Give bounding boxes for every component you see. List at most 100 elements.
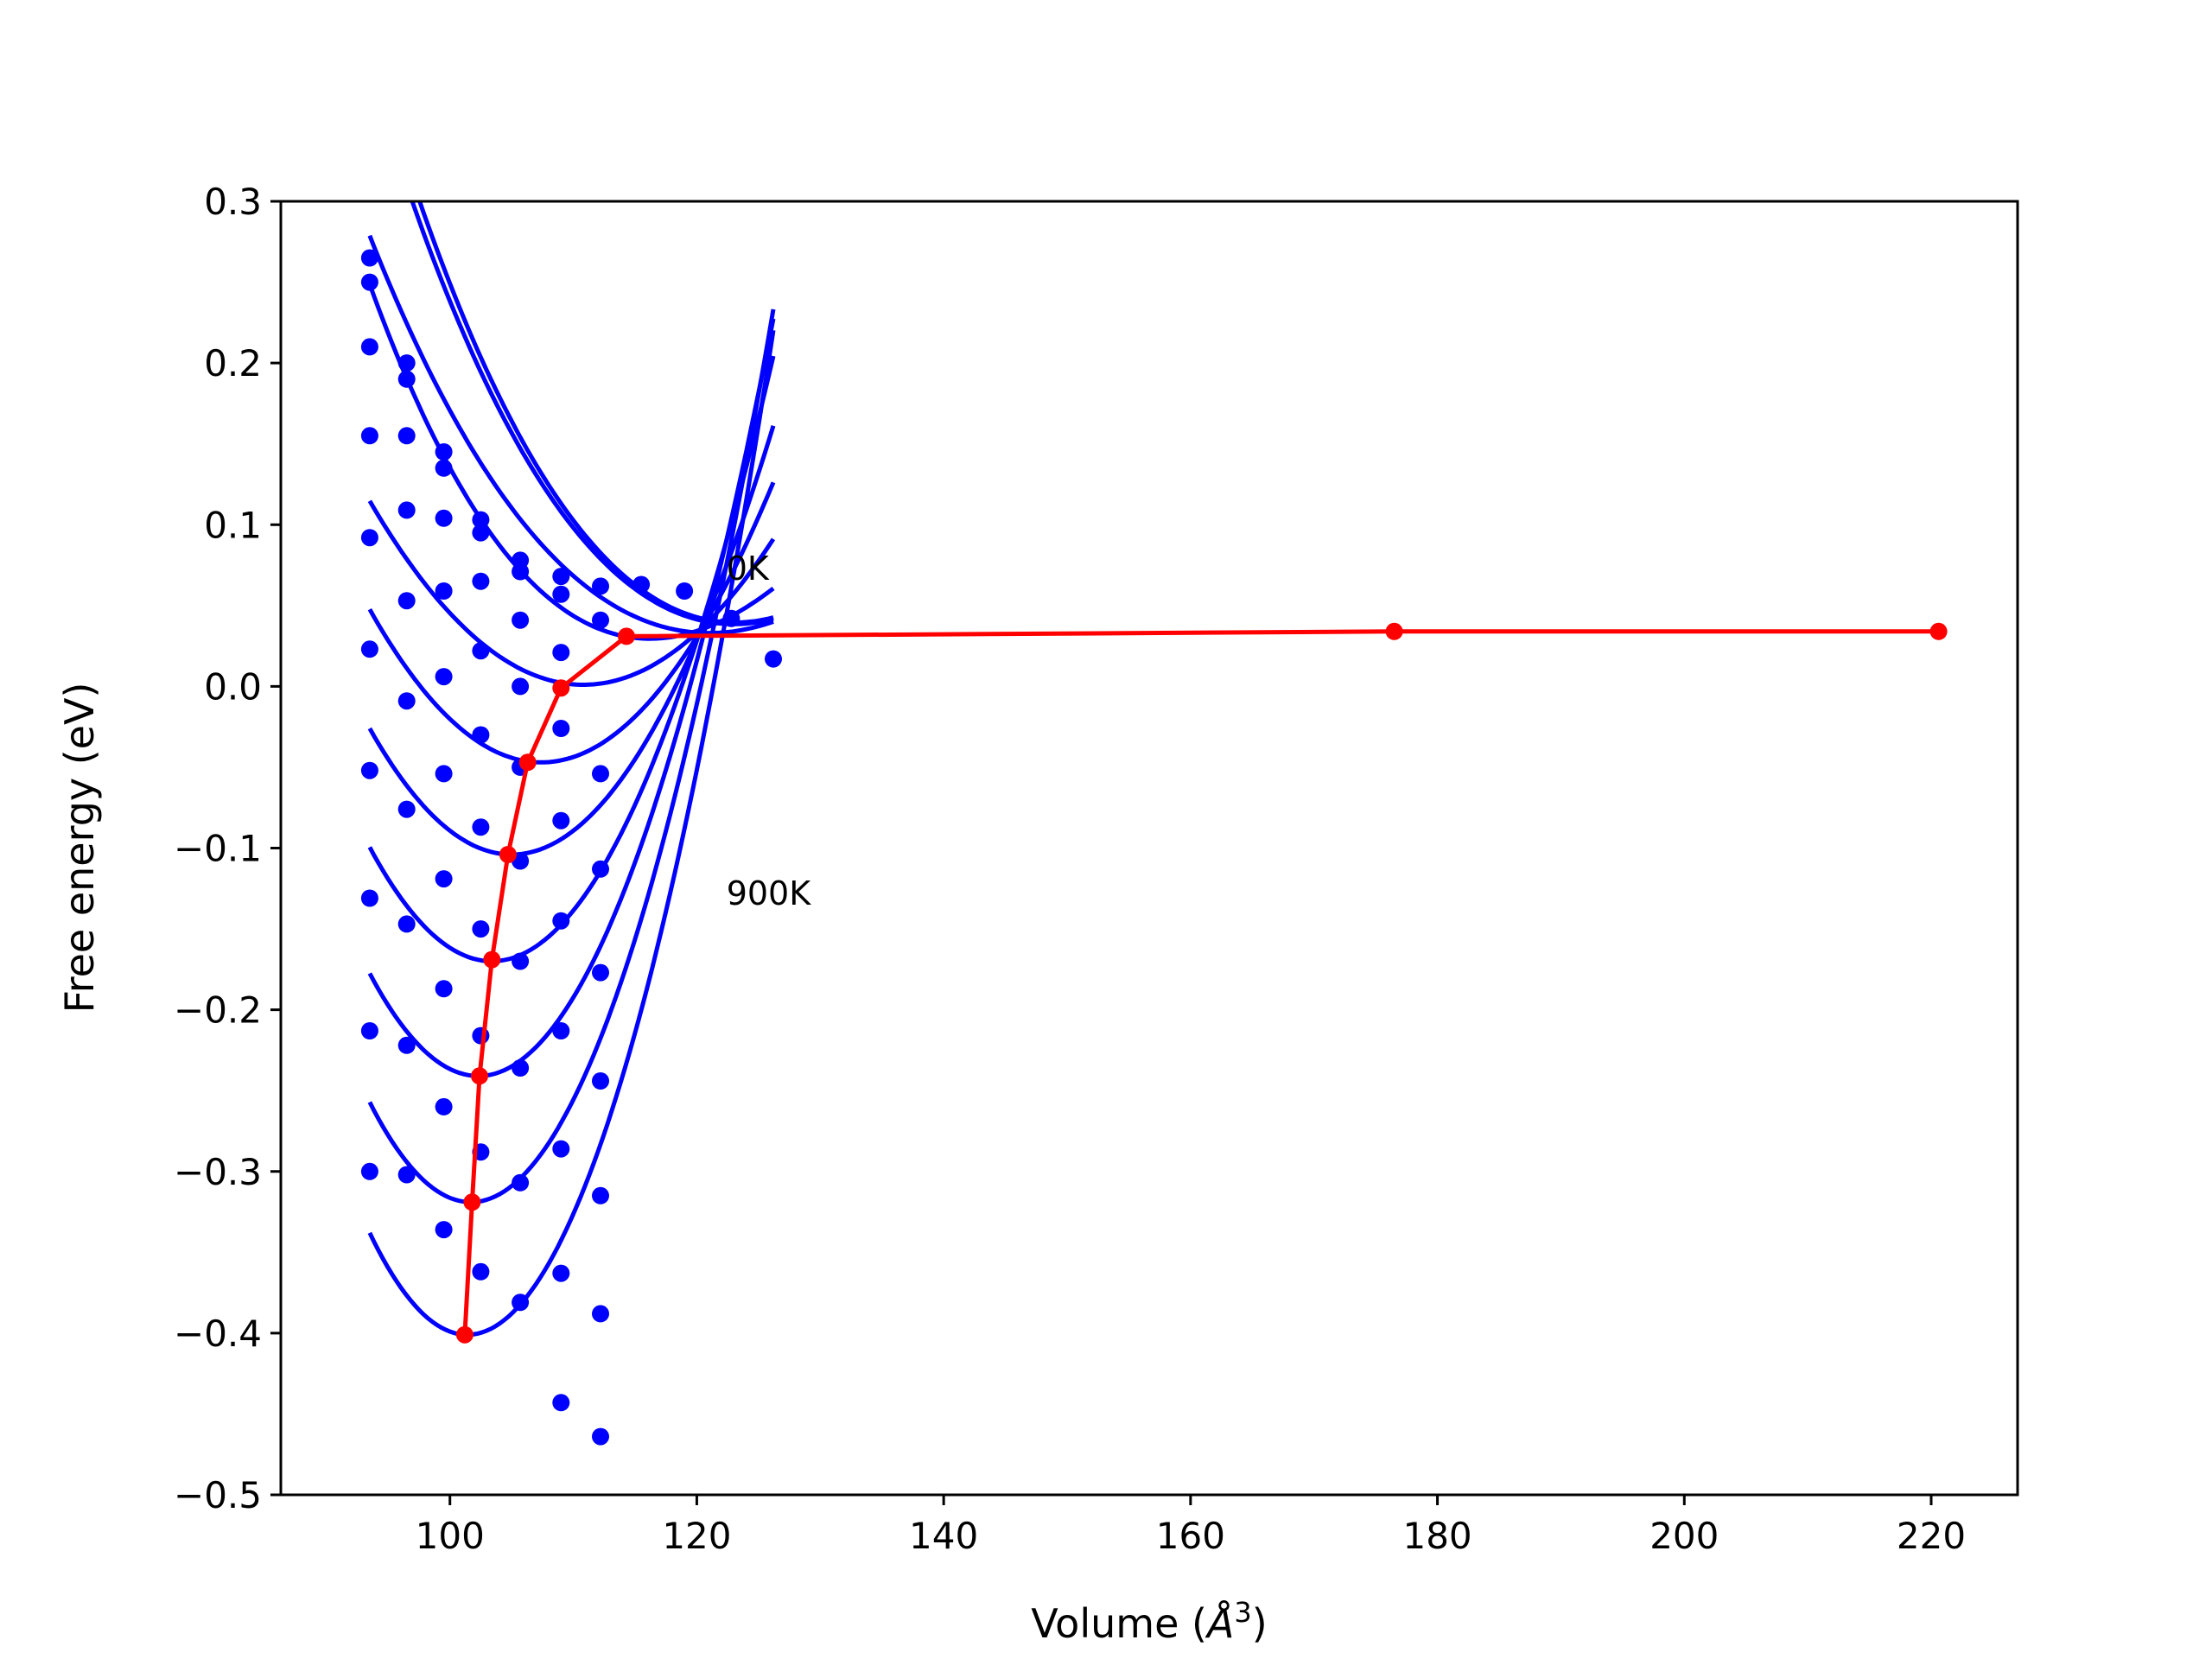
data-point <box>552 912 570 930</box>
minimum-path-point <box>463 1193 481 1211</box>
y-axis: −0.5 −0.4 −0.3 −0.2 −0.1 0.0 0.1 0.2 0.3 <box>174 181 281 1516</box>
minimum-path-point <box>499 846 517 863</box>
data-point <box>397 592 416 610</box>
fit-curve-9 <box>367 308 776 1205</box>
annotation-0k: 0K <box>727 550 770 588</box>
data-point <box>592 611 609 629</box>
x-tick-label: 160 <box>1156 1515 1225 1557</box>
x-axis-label-prefix: Volume ( <box>1031 1600 1207 1647</box>
y-tick-label: 0.3 <box>204 181 262 223</box>
data-point <box>435 1097 453 1116</box>
data-point <box>472 572 490 590</box>
data-point <box>360 427 378 445</box>
data-point <box>397 800 416 818</box>
data-point <box>592 765 609 783</box>
data-point <box>360 338 378 356</box>
y-tick-label: −0.4 <box>174 1313 262 1355</box>
fit-curves <box>367 201 776 1338</box>
y-tick-label: −0.3 <box>174 1151 262 1193</box>
minimum-path-point <box>455 1325 474 1344</box>
x-tick-label: 120 <box>662 1515 731 1557</box>
data-point <box>676 582 694 600</box>
x-tick-label: 180 <box>1402 1515 1471 1557</box>
fit-curve-10 <box>367 329 776 1338</box>
x-axis: 100 120 140 160 180 200 220 <box>416 1495 1966 1557</box>
y-tick-label: −0.1 <box>174 828 262 870</box>
x-tick-label: 200 <box>1649 1515 1719 1557</box>
data-point <box>512 1294 530 1312</box>
data-point <box>472 920 490 938</box>
data-point <box>435 1221 453 1239</box>
data-point <box>360 640 378 658</box>
data-point <box>435 668 453 686</box>
minimum-path-point <box>471 1067 488 1085</box>
x-tick-label: 140 <box>909 1515 978 1557</box>
data-point <box>435 459 453 477</box>
x-axis-label-suffix: ) <box>1252 1600 1268 1647</box>
annotation-900k: 900K <box>727 874 812 912</box>
minimum-path-point <box>618 627 635 645</box>
data-point <box>397 501 416 519</box>
x-tick-label: 220 <box>1897 1515 1966 1557</box>
data-point <box>397 1036 416 1054</box>
data-point <box>360 889 378 907</box>
data-point <box>512 611 530 629</box>
fit-curve-8 <box>367 318 776 1078</box>
data-point <box>435 980 453 998</box>
plot-area: 0K 900K <box>360 201 1948 1446</box>
fit-curve-7 <box>367 355 776 964</box>
minimum-path-point <box>483 950 501 969</box>
y-tick-label: −0.5 <box>174 1474 262 1516</box>
data-point <box>397 354 416 372</box>
minimum-path-point <box>1929 622 1948 640</box>
data-point <box>765 650 782 668</box>
data-point <box>552 644 570 662</box>
minimum-path-point <box>552 679 570 697</box>
data-point <box>360 761 378 779</box>
data-point <box>435 582 453 600</box>
y-tick-label: −0.2 <box>174 989 262 1032</box>
data-point <box>512 952 530 970</box>
data-point <box>592 1186 609 1205</box>
data-point <box>397 1166 416 1184</box>
y-axis-label: Free energy (eV) <box>56 683 103 1014</box>
data-point <box>472 511 490 529</box>
data-point <box>435 765 453 783</box>
data-point <box>472 524 490 542</box>
x-axis-label-sup: 3 <box>1234 1596 1251 1629</box>
data-point <box>552 1140 570 1158</box>
y-tick-label: 0.1 <box>204 504 262 546</box>
data-point <box>552 811 570 830</box>
data-point <box>360 1162 378 1180</box>
data-point <box>397 370 416 388</box>
data-point <box>472 642 490 660</box>
data-point <box>360 273 378 291</box>
data-point <box>592 860 609 878</box>
data-point <box>592 577 609 595</box>
data-point <box>592 1072 609 1090</box>
data-point <box>512 677 530 696</box>
data-point <box>592 1427 609 1446</box>
data-point <box>592 1305 609 1323</box>
data-point <box>722 609 741 627</box>
minimum-path-line <box>462 629 1939 1335</box>
minimum-energy-path <box>455 622 1948 1344</box>
data-point <box>472 1262 490 1281</box>
minimum-path-point <box>518 753 537 772</box>
data-point <box>397 427 416 445</box>
data-point <box>592 963 609 982</box>
data-point <box>552 720 570 737</box>
x-axis-label-symbol: Å <box>1205 1600 1234 1647</box>
fit-curve-0 <box>417 201 774 625</box>
data-point <box>512 1059 530 1077</box>
data-point <box>360 249 378 267</box>
data-point <box>472 818 490 836</box>
x-tick-label: 100 <box>416 1515 485 1557</box>
data-point <box>632 575 651 594</box>
data-point <box>397 692 416 710</box>
data-point <box>435 443 453 461</box>
data-point <box>552 1264 570 1282</box>
data-points <box>360 249 782 1446</box>
data-point <box>552 1022 570 1039</box>
